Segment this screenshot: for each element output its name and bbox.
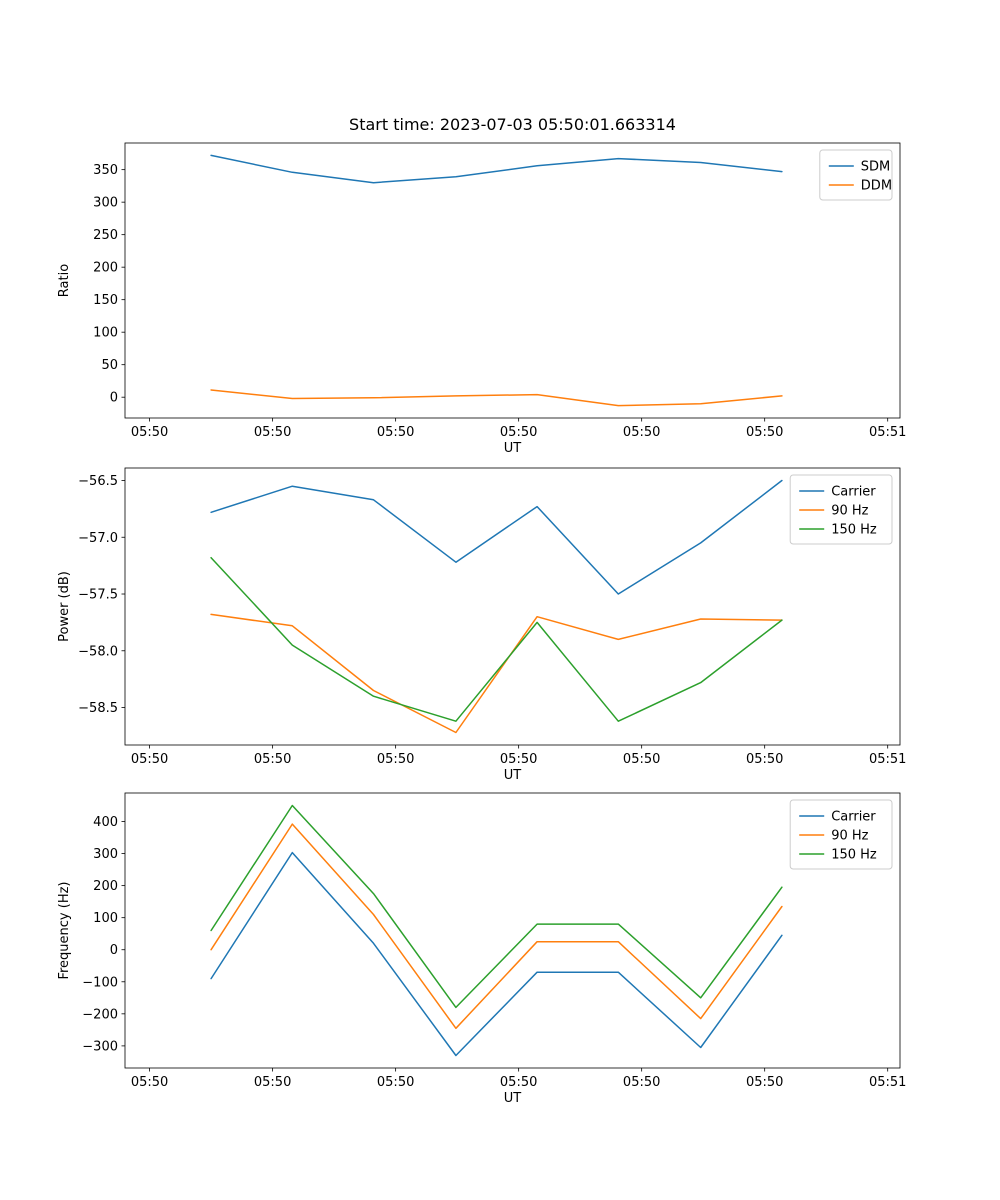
y-tick-label: 350 xyxy=(93,163,118,178)
x-tick-label: 05:50 xyxy=(254,1075,291,1090)
chart-title: Start time: 2023-07-03 05:50:01.663314 xyxy=(349,115,676,134)
axes-frame xyxy=(124,142,901,419)
axes-frame xyxy=(124,792,901,1069)
x-tick-label: 05:51 xyxy=(869,1075,906,1090)
series-line-150-hz xyxy=(210,804,783,1009)
series-line-90-hz xyxy=(210,823,783,1030)
y-tick-label: 300 xyxy=(93,196,118,211)
y-axis-label: Ratio xyxy=(57,264,72,297)
x-tick-label: 05:51 xyxy=(869,425,906,440)
plot-area xyxy=(125,468,900,745)
y-tick-label: 300 xyxy=(93,847,118,862)
x-tick-label: 05:50 xyxy=(500,752,537,767)
x-tick-label: 05:50 xyxy=(254,752,291,767)
y-tick-label: −300 xyxy=(82,1039,118,1054)
x-tick-label: 05:50 xyxy=(131,425,168,440)
series-line-90-hz xyxy=(210,613,783,734)
x-tick-label: 05:50 xyxy=(746,425,783,440)
legend-label: 90 Hz xyxy=(831,504,868,519)
y-tick-label: −100 xyxy=(82,975,118,990)
chart-2: 05:50 05:50 05:50 05:50 05:50 05:50 05:51 UT −56… xyxy=(57,467,906,783)
legend-label: 150 Hz xyxy=(831,523,877,538)
x-tick-label: 05:51 xyxy=(869,752,906,767)
x-tick-label: 05:50 xyxy=(377,425,414,440)
y-tick-label: 400 xyxy=(93,815,118,830)
series-lines xyxy=(210,479,783,734)
y-tick-label: −200 xyxy=(82,1007,118,1022)
y-tick-label: −58.5 xyxy=(78,701,118,716)
x-axis: 05:50 05:50 05:50 05:50 05:50 05:50 05:51 UT xyxy=(131,418,906,456)
y-tick-label: 200 xyxy=(93,879,118,894)
legend-box xyxy=(789,799,893,870)
x-tick-label: 05:50 xyxy=(746,1075,783,1090)
x-tick-label: 05:50 xyxy=(377,1075,414,1090)
x-tick-label: 05:50 xyxy=(131,1075,168,1090)
plot-area xyxy=(125,793,900,1068)
legend: Carrier 90 Hz 150 Hz xyxy=(789,474,893,545)
x-tick-label: 05:50 xyxy=(623,752,660,767)
series-lines xyxy=(210,154,783,407)
series-line-150-hz xyxy=(210,556,783,722)
legend-label: Carrier xyxy=(831,485,876,500)
legend-label: 90 Hz xyxy=(831,829,868,844)
x-axis-label: UT xyxy=(504,768,522,783)
legend-box xyxy=(819,149,893,201)
y-tick-label: −56.5 xyxy=(78,474,118,489)
y-tick-label: 100 xyxy=(93,326,118,341)
legend: Carrier 90 Hz 150 Hz xyxy=(789,799,893,870)
x-axis-label: UT xyxy=(504,1091,522,1106)
x-tick-label: 05:50 xyxy=(623,425,660,440)
legend: SDM DDM xyxy=(819,149,893,201)
x-tick-label: 05:50 xyxy=(377,752,414,767)
x-tick-label: 05:50 xyxy=(254,425,291,440)
plot-area xyxy=(125,143,900,418)
y-tick-label: 0 xyxy=(110,943,118,958)
legend-label: DDM xyxy=(861,179,892,194)
y-axis-label: Power (dB) xyxy=(57,571,72,642)
y-axis-label: Frequency (Hz) xyxy=(57,881,72,979)
legend-label: 150 Hz xyxy=(831,848,877,863)
y-tick-label: 100 xyxy=(93,911,118,926)
x-axis: 05:50 05:50 05:50 05:50 05:50 05:50 05:51 UT xyxy=(131,1068,906,1106)
y-tick-label: 200 xyxy=(93,261,118,276)
x-tick-label: 05:50 xyxy=(500,1075,537,1090)
y-tick-label: −57.5 xyxy=(78,588,118,603)
series-line-ddm xyxy=(210,389,783,407)
chart-3: 05:50 05:50 05:50 05:50 05:50 05:50 05:51 UT −30… xyxy=(57,792,906,1106)
series-line-carrier xyxy=(210,479,783,595)
y-tick-label: 0 xyxy=(110,391,118,406)
y-tick-label: 150 xyxy=(93,293,118,308)
series-lines xyxy=(210,804,783,1057)
x-tick-label: 05:50 xyxy=(746,752,783,767)
y-axis: 0 50 100 150 200 250 300 350 Ratio xyxy=(57,163,125,406)
legend-label: SDM xyxy=(861,160,890,175)
y-axis: −300 −200 −100 0 100 200 300 400 Frequency (Hz) xyxy=(57,815,125,1054)
x-axis-label: UT xyxy=(504,441,522,456)
x-tick-label: 05:50 xyxy=(623,1075,660,1090)
x-tick-label: 05:50 xyxy=(500,425,537,440)
legend-label: Carrier xyxy=(831,810,876,825)
x-tick-label: 05:50 xyxy=(131,752,168,767)
chart-1: 05:50 05:50 05:50 05:50 05:50 05:50 05:51 UT 0 50… xyxy=(57,115,906,456)
axes-frame xyxy=(124,467,901,746)
y-tick-label: 250 xyxy=(93,228,118,243)
series-line-sdm xyxy=(210,154,783,184)
legend-box xyxy=(789,474,893,545)
x-axis: 05:50 05:50 05:50 05:50 05:50 05:50 05:51 UT xyxy=(131,745,906,783)
y-tick-label: −58.0 xyxy=(78,644,118,659)
y-tick-label: 50 xyxy=(101,358,118,373)
y-axis: −56.5 −57.0 −57.5 −58.0 −58.5 Power (dB) xyxy=(57,474,125,716)
y-tick-label: −57.0 xyxy=(78,531,118,546)
series-line-carrier xyxy=(210,851,783,1057)
